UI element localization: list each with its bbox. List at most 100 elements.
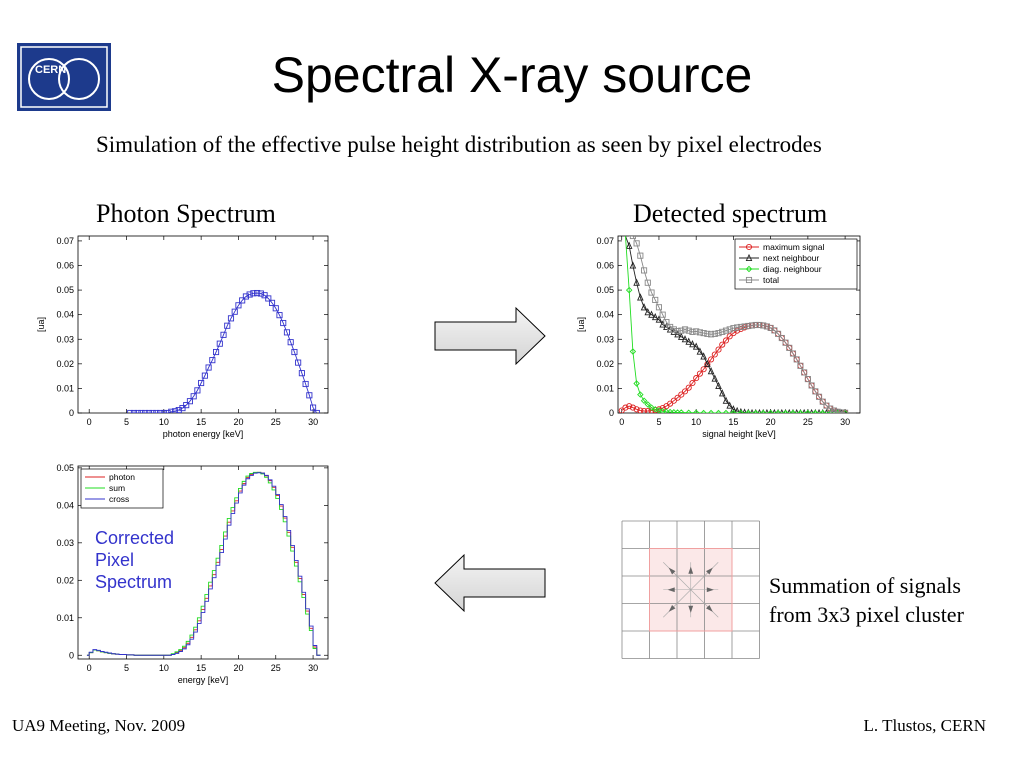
series-0-point [183,402,190,409]
series-maximum-signal-point [722,337,730,344]
series-total-point [830,407,837,413]
y-tick-label: 0 [69,650,74,660]
series-maximum-signal-point [693,375,700,382]
x-tick-label: 0 [619,417,624,427]
series-0-point [268,299,276,306]
series-maximum-signal-point [711,351,718,358]
series-next-neighbour-point [651,312,659,321]
series-total-point [659,311,666,318]
slide-title: Spectral X-ray source [271,47,753,103]
series-total-point [842,409,849,413]
series-diag-neighbour-point [812,409,819,413]
legend-box [80,468,164,509]
plot-series-group [86,471,321,656]
series-total-point [804,376,811,383]
x-tick-label: 5 [656,417,661,427]
series-total-point [775,330,782,337]
series-total-point [719,328,726,335]
series-next-neighbour-point [640,303,648,311]
series-total-point [819,398,826,405]
right-arrow [434,306,546,366]
series-0-point [145,409,152,413]
series-0-point [291,348,298,356]
series-total-point [737,323,744,331]
series-0-point [276,312,283,319]
series-total-point [756,321,763,329]
series-next-neighbour-point [637,293,644,301]
series-0-point [302,380,309,388]
x-tick-label: 25 [271,663,281,673]
series-diag-neighbour-point [655,407,663,413]
series-diag-neighbour-point [804,409,812,413]
series-total-point [793,356,800,363]
series-total-point [778,334,785,342]
x-tick-label: 15 [196,417,206,427]
series-maximum-signal-point [670,397,677,404]
plot-series-group [618,236,849,413]
series-total-point [808,382,815,389]
corrected-label-line-2: Pixel [95,550,135,570]
cluster-ray [663,562,691,590]
series-total-point [812,388,819,395]
x-tick-label: 30 [308,663,318,673]
y-tick-label: 0.03 [56,538,74,548]
series-next-neighbour-point [689,339,696,348]
series-maximum-signal-point [637,407,644,413]
corrected-spectrum-chart: 0 5 10 15 20 25 30 0 0.01 0.02 0.03 0.04 0.05 energy … [56,463,329,685]
series-total-point [644,279,651,286]
series-total-point [708,331,715,338]
legend-entry: diag. neighbour [763,264,822,274]
y-axis-label: [ua] [36,317,46,332]
y-tick-label: 0.01 [56,383,74,393]
arrow-icon [688,566,694,574]
series-0-point [313,409,320,413]
series-diag-neighbour-point [633,380,640,387]
series-diag-neighbour-point [759,409,767,413]
series-next-neighbour-point [629,261,637,269]
series-maximum-signal-point [715,346,722,353]
arrow-icon [668,605,676,612]
series-diag-neighbour-point [640,397,648,404]
series-0-point [306,392,313,399]
series-total-point [689,328,696,335]
y-tick-label: 0.06 [596,261,614,271]
series-diag-neighbour-point [722,409,730,413]
series-next-neighbour-point [655,315,663,323]
series-diag-neighbour-point [644,401,652,408]
footer-left: UA9 Meeting, Nov. 2009 [12,716,186,735]
left-arrow [434,553,546,613]
series-total-point [641,267,648,274]
series-diag-neighbour-point [826,409,834,413]
series-maximum-signal-point [685,384,692,391]
series-diag-neighbour-point [629,348,637,355]
series-next-neighbour-point [692,342,700,350]
cluster-border [649,548,733,632]
series-next-neighbour-point [734,406,740,413]
series-0-point [216,340,223,347]
legend-marker [745,253,753,262]
x-tick-label: 30 [840,417,850,427]
corrected-label-line-1: Corrected [95,528,175,548]
series-total-point [678,327,685,334]
series-0-point [186,398,193,405]
series-diag-neighbour-point [819,409,827,413]
series-next-neighbour-point [700,352,707,360]
series-0-point [272,305,279,312]
x-tick-label: 10 [159,417,169,427]
series-0-point [242,293,249,300]
corrected-spectrum-label: Corrected Pixel Spectrum [95,527,174,593]
series-next-neighbour-point [718,389,726,397]
cern-logo-text: CERN [35,64,66,76]
series-next-neighbour-point [726,401,733,409]
series-0-point [205,364,212,371]
series-0-point [231,308,238,315]
x-tick-label: 5 [124,663,129,673]
series-0-point [171,408,179,413]
arrow-icon [706,605,713,612]
legend-marker [745,276,753,284]
series-total-point [637,252,644,259]
series-total-point [648,289,655,296]
series-diag-neighbour-point [745,409,752,413]
series-diag-neighbour-point [707,409,715,413]
